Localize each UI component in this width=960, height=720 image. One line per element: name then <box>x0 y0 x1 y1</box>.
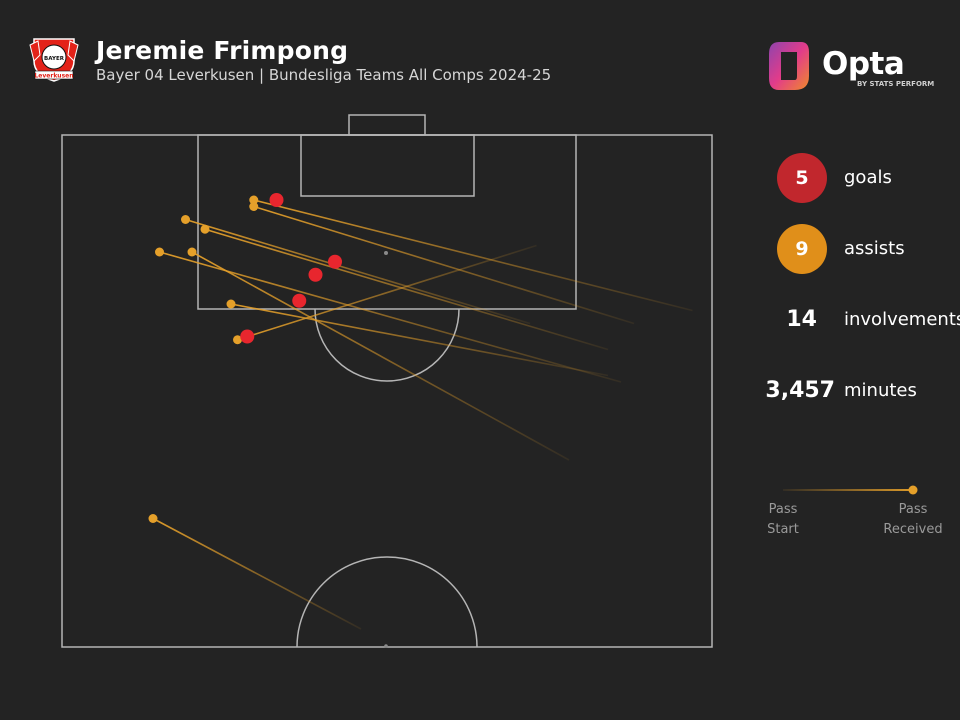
goals-label: goals <box>844 167 892 188</box>
crest-bayer-cross <box>41 44 67 70</box>
opta-logo-icon <box>769 42 809 90</box>
legend-start: Pass Start <box>758 500 808 540</box>
legend-start-line1: Pass <box>768 502 798 517</box>
page-subtitle: Bayer 04 Leverkusen | Bundesliga Teams A… <box>96 66 552 84</box>
assist-pass-line <box>230 303 609 377</box>
assist-received-dot <box>249 202 259 211</box>
page-title: Jeremie Frimpong <box>96 36 349 65</box>
crest-banner <box>34 70 74 80</box>
bayer-leverkusen-crest-icon: BAYER Leverkusen <box>29 38 79 82</box>
minutes-label: minutes <box>844 380 917 401</box>
assist-pass-line <box>204 228 609 351</box>
crest-lion-right <box>67 40 79 62</box>
assist-received-dot <box>187 247 197 257</box>
assist-received-dot <box>249 195 259 205</box>
goal-shot-dot <box>240 329 255 344</box>
centre-spot <box>384 644 388 648</box>
goal-shot-dot <box>308 267 323 282</box>
six-yard-box <box>300 134 475 197</box>
goal-shot-dot <box>269 193 284 207</box>
goals-value: 5 <box>795 167 809 189</box>
crest-lion-left <box>29 40 41 62</box>
involvements-label: involvements <box>844 309 960 330</box>
centre-circle <box>296 556 478 648</box>
brand-name: Opta <box>822 46 905 82</box>
legend-received-line2: Received <box>883 522 943 537</box>
assist-dots-layer <box>148 195 259 523</box>
legend-received: Pass Received <box>878 500 948 540</box>
goal-shot-dot <box>328 254 342 269</box>
assist-lines-layer <box>152 199 693 630</box>
crest-text-top: BAYER <box>44 56 65 62</box>
crest-text-bottom: Leverkusen <box>34 73 73 80</box>
assist-pass-line <box>191 251 570 461</box>
assists-value: 9 <box>795 238 809 260</box>
assist-pass-line <box>253 205 635 325</box>
assist-pass-line <box>253 199 693 312</box>
assist-received-dot <box>148 514 158 523</box>
legend-start-line2: Start <box>767 522 799 537</box>
legend-line <box>783 489 913 491</box>
minutes-value: 3,457 <box>765 378 835 403</box>
assists-badge: 9 <box>777 224 827 274</box>
goal-dots-layer <box>240 193 342 344</box>
goals-badge: 5 <box>777 153 827 203</box>
brand-sub: BY STATS PERFORM <box>857 80 935 88</box>
assist-pass-line <box>185 218 531 325</box>
goal-shot-dot <box>292 293 307 308</box>
assist-pass-line <box>237 244 537 341</box>
assist-received-dot <box>181 215 190 224</box>
assist-received-dot <box>226 299 236 309</box>
legend-received-line1: Pass <box>898 502 928 517</box>
legend-pass-line <box>783 485 918 495</box>
assists-label: assists <box>844 238 905 259</box>
opta-mark <box>769 42 809 90</box>
penalty-arc <box>314 308 460 382</box>
pitch-outline <box>61 134 713 648</box>
penalty-spot <box>384 251 388 255</box>
assist-pass-line <box>159 251 622 383</box>
assist-received-dot <box>155 247 164 257</box>
legend-received-dot <box>908 485 918 495</box>
assist-received-dot <box>233 335 242 345</box>
involvements-value: 14 <box>786 307 817 332</box>
assist-pass-line <box>152 517 362 630</box>
goal-frame <box>348 114 426 136</box>
assist-received-dot <box>200 224 210 234</box>
